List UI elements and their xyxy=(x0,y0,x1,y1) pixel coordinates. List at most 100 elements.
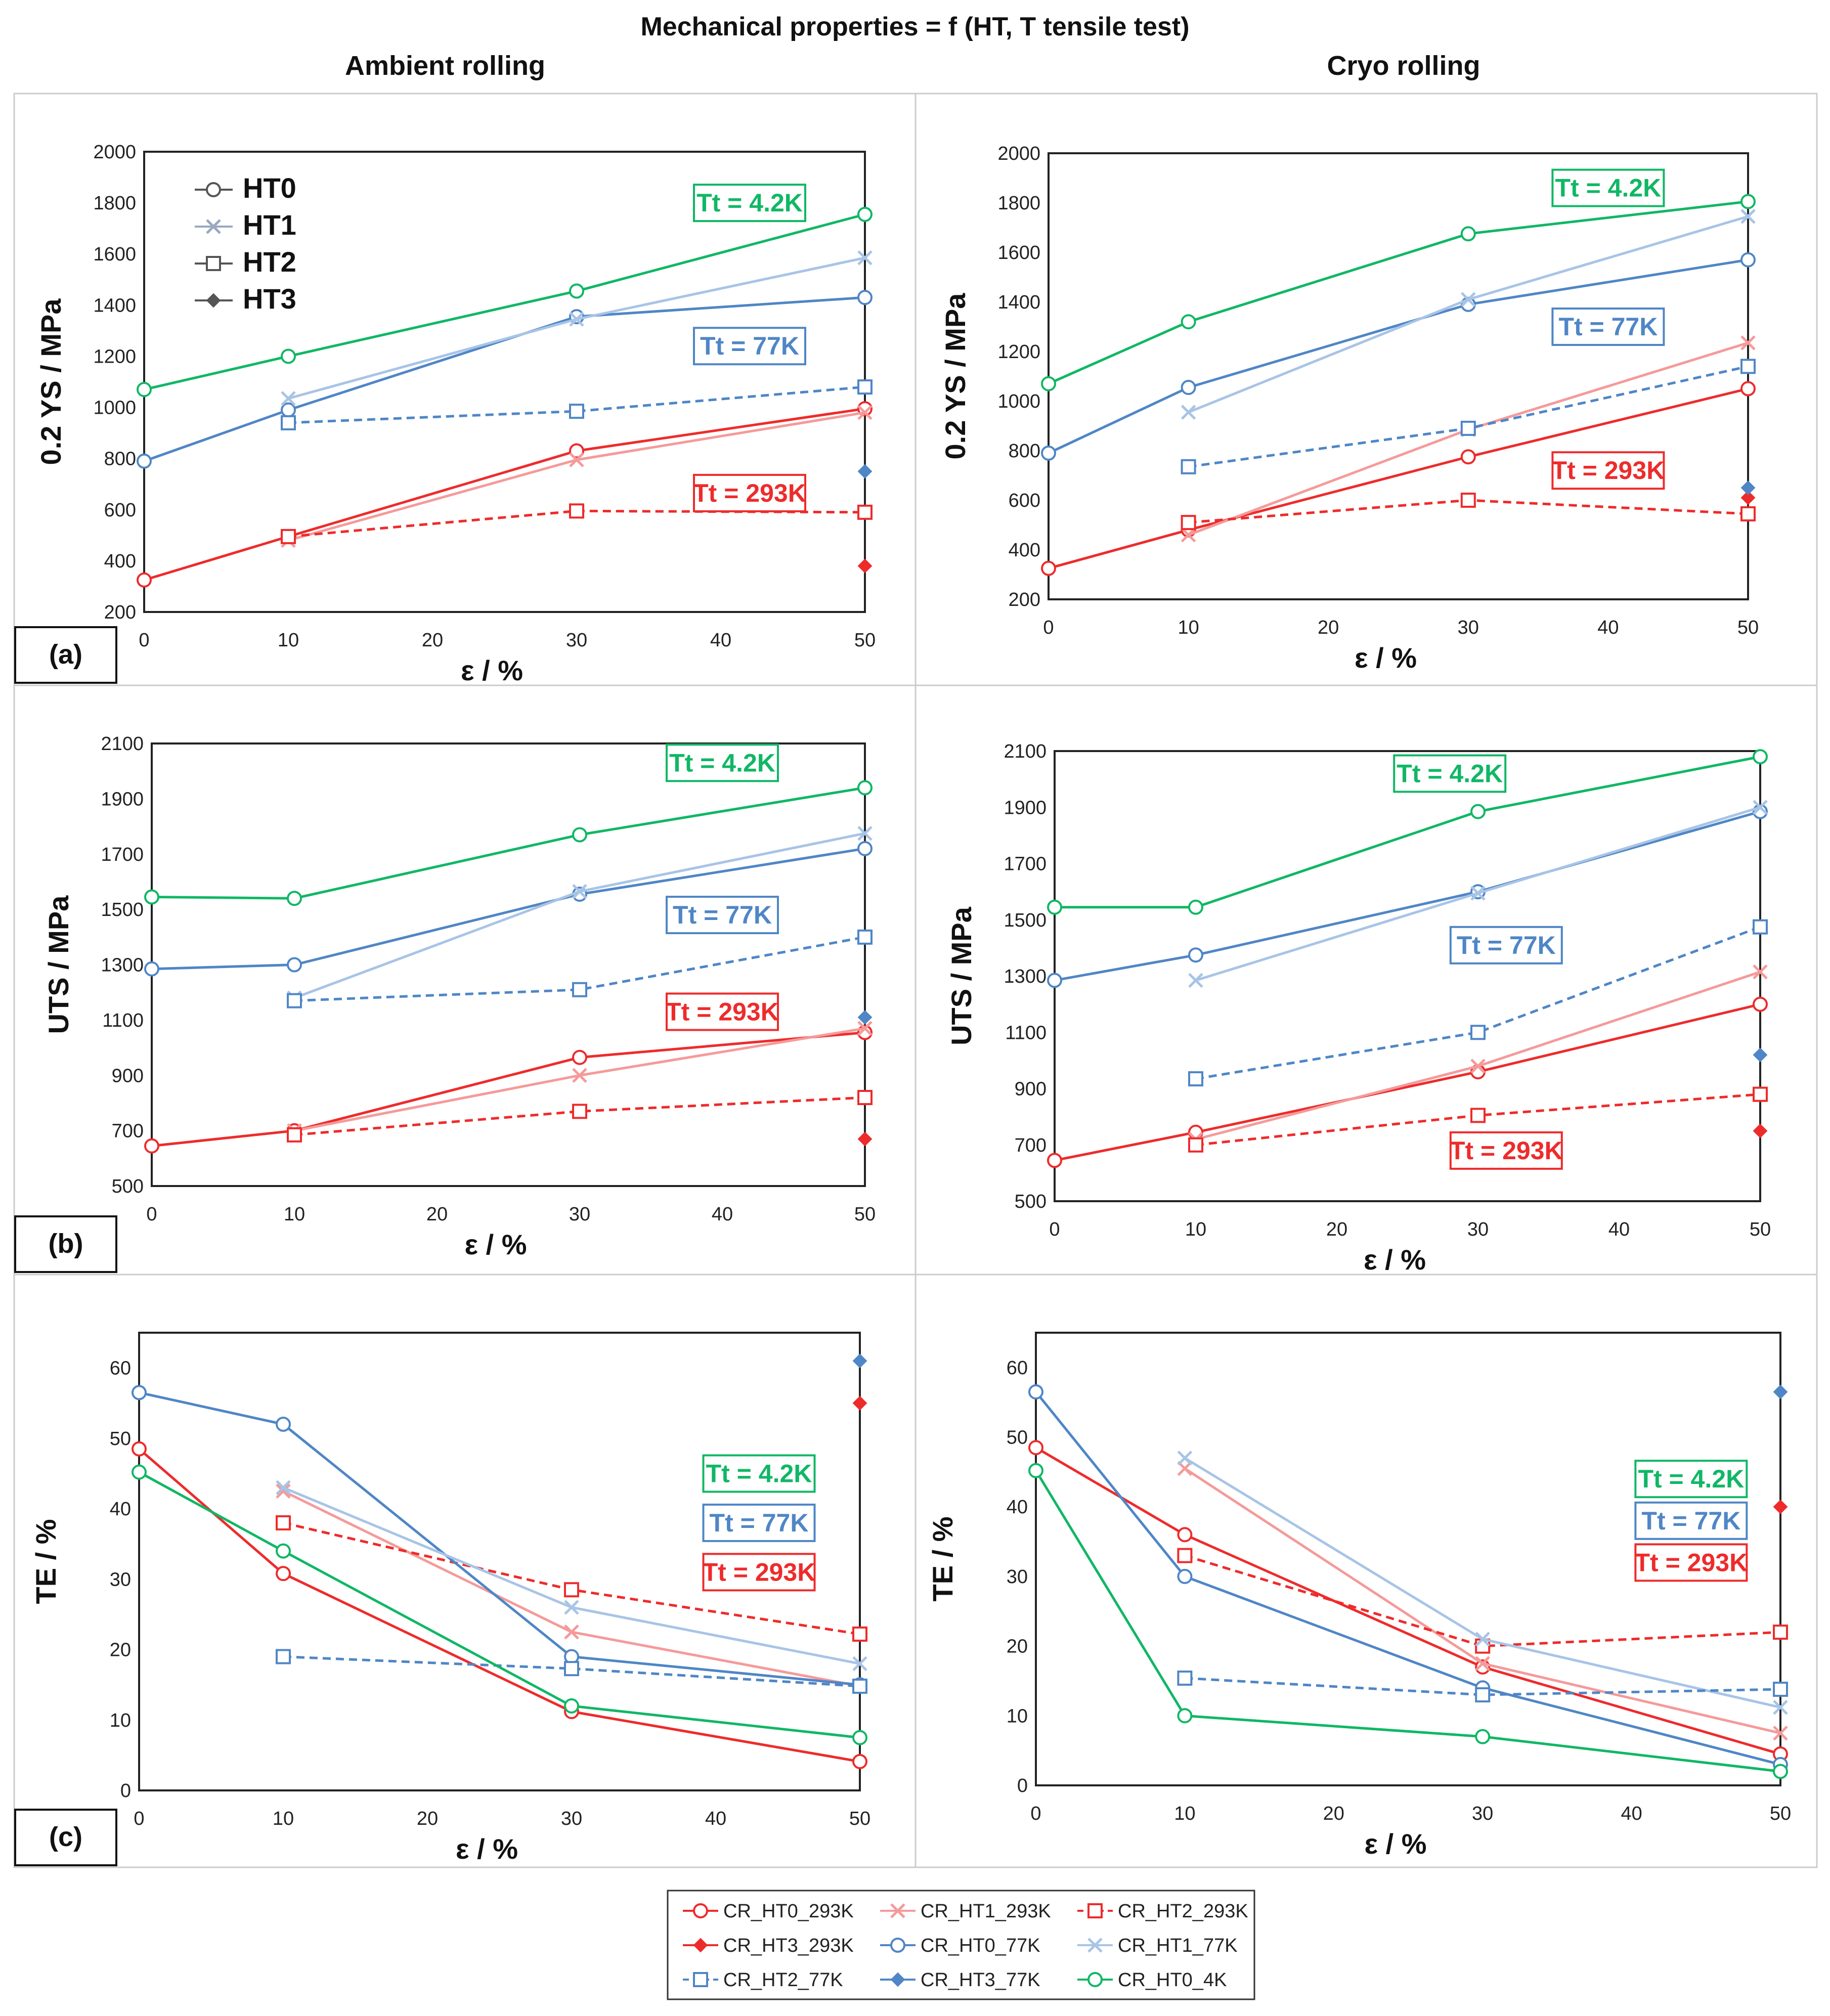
data-point xyxy=(1047,1153,1062,1168)
series-CR_HT1_77K xyxy=(1188,800,1768,988)
y-tick-label: 2100 xyxy=(1004,741,1047,762)
data-point xyxy=(287,891,302,906)
temp-label-text: Tt = 293K xyxy=(1552,456,1665,485)
x-tick-label: 20 xyxy=(426,1204,448,1225)
y-tick-label: 900 xyxy=(1015,1079,1047,1100)
chart-2: 200 400 600 800 1000 1200 1400 1600 1800 2000 0 10 2… xyxy=(939,143,1759,674)
y-tick-label: 1600 xyxy=(997,242,1040,264)
temp-label-box xyxy=(1634,1460,1748,1499)
temp-label-text: Tt = 4.2K xyxy=(696,189,803,217)
y-tick-label: 400 xyxy=(1009,540,1040,561)
data-point xyxy=(1753,964,1768,980)
series-line xyxy=(138,1471,860,1739)
x-tick-label: 50 xyxy=(854,630,876,651)
data-point xyxy=(572,884,587,899)
series-line xyxy=(144,296,865,463)
legend-marker xyxy=(693,1972,708,1987)
series-CR_HT0_4K xyxy=(1028,1463,1788,1779)
y-tick-label: 1000 xyxy=(997,391,1040,412)
data-point xyxy=(857,250,873,266)
series-CR_HT2_77K xyxy=(1181,359,1756,474)
data-point xyxy=(1475,1729,1491,1744)
data-point xyxy=(281,348,296,364)
y-tick-label: 40 xyxy=(1007,1497,1028,1518)
plot-area xyxy=(1048,152,1749,600)
data-point xyxy=(857,379,873,395)
x-tick-label: 20 xyxy=(1318,617,1339,638)
temp-label-text: Tt = 4.2K xyxy=(1638,1465,1744,1493)
series-line xyxy=(1185,1677,1781,1696)
temp-label-box xyxy=(702,1503,816,1542)
data-point xyxy=(564,1600,579,1615)
data-point xyxy=(1181,527,1196,543)
x-tick-label: 10 xyxy=(1185,1219,1206,1240)
data-point xyxy=(1460,226,1476,242)
data-point xyxy=(1177,1708,1193,1724)
temp-label: Tt = 77K xyxy=(666,896,779,935)
y-tick-label: 600 xyxy=(104,500,136,521)
series-line xyxy=(294,936,865,1002)
y-axis-label: UTS / MPa xyxy=(42,895,74,1034)
x-axis-label: ε / % xyxy=(1355,642,1417,674)
series-CR_HT2_293K xyxy=(276,1515,867,1642)
data-point xyxy=(144,1138,159,1154)
data-point xyxy=(852,1395,867,1411)
data-point xyxy=(1461,292,1476,307)
legend-entry: CR_HT1_293K xyxy=(880,1901,1051,1922)
y-tick-label: 2000 xyxy=(93,142,136,163)
legend-entry: CR_HT0_293K xyxy=(683,1901,854,1922)
data-point xyxy=(852,1656,867,1672)
chart-6: 0 10 20 30 40 50 60 0 10 20 30 40 50 ε / % TE / % Tt = … xyxy=(927,1332,1791,1860)
data-point xyxy=(857,841,873,856)
x-tick-label: 0 xyxy=(139,630,149,651)
data-point xyxy=(857,780,873,796)
data-point xyxy=(137,572,152,588)
temp-label-box xyxy=(1449,1131,1563,1170)
y-tick-label: 1500 xyxy=(1004,910,1047,931)
y-tick-label: 1000 xyxy=(93,398,136,419)
inset-legend-marker xyxy=(206,182,221,197)
data-point xyxy=(1460,493,1476,508)
chart-1: 200 400 600 800 1000 1200 1400 1600 1800 2000 0 10 2… xyxy=(35,142,876,686)
data-point xyxy=(1773,1700,1788,1715)
temp-label-text: Tt = 293K xyxy=(703,1558,816,1586)
series-CR_HT0_77K xyxy=(1041,252,1756,461)
x-axis-label: ε / % xyxy=(456,1833,518,1865)
temp-label-box xyxy=(1634,1501,1748,1540)
y-tick-label: 1300 xyxy=(1004,966,1047,987)
series-line xyxy=(283,1655,860,1688)
series-CR_HT2_293K xyxy=(1177,1548,1788,1654)
y-tick-label: 700 xyxy=(1015,1135,1047,1156)
data-point xyxy=(1177,1548,1193,1563)
series-CR_HT0_77K xyxy=(144,841,873,977)
x-tick-label: 10 xyxy=(273,1808,294,1829)
series-CR_HT1_77K xyxy=(1181,209,1756,420)
y-tick-label: 1800 xyxy=(997,193,1040,214)
y-tick-label: 1400 xyxy=(93,295,136,316)
series-CR_HT0_4K xyxy=(132,1464,867,1745)
series-line xyxy=(1035,1391,1781,1766)
y-tick-label: 1100 xyxy=(102,1010,144,1031)
legend-marker xyxy=(1087,1903,1103,1918)
series-line xyxy=(1048,200,1749,385)
data-point xyxy=(572,827,587,843)
y-tick-label: 500 xyxy=(1015,1191,1047,1212)
data-point xyxy=(1041,376,1056,391)
data-point xyxy=(1773,1764,1788,1779)
data-point xyxy=(1753,749,1768,765)
legend-entry: CR_HT1_77K xyxy=(1077,1935,1238,1956)
series-CR_HT3_77K xyxy=(857,464,873,479)
x-tick-label: 10 xyxy=(1178,617,1199,638)
y-axis-label: TE / % xyxy=(927,1516,958,1601)
x-tick-label: 40 xyxy=(1608,1219,1630,1240)
x-tick-label: 30 xyxy=(1467,1219,1489,1240)
data-point xyxy=(1177,1568,1193,1584)
y-tick-label: 1400 xyxy=(997,292,1040,313)
y-tick-label: 50 xyxy=(110,1428,131,1450)
data-point xyxy=(1740,335,1756,350)
data-point xyxy=(1181,515,1196,531)
y-tick-label: 1200 xyxy=(93,346,136,367)
series-line xyxy=(151,1031,865,1148)
chart-4: 500 700 900 1100 1300 1500 1700 1900 2100 0 10 20 30… xyxy=(945,741,1771,1276)
series-CR_HT2_77K xyxy=(276,1649,867,1694)
